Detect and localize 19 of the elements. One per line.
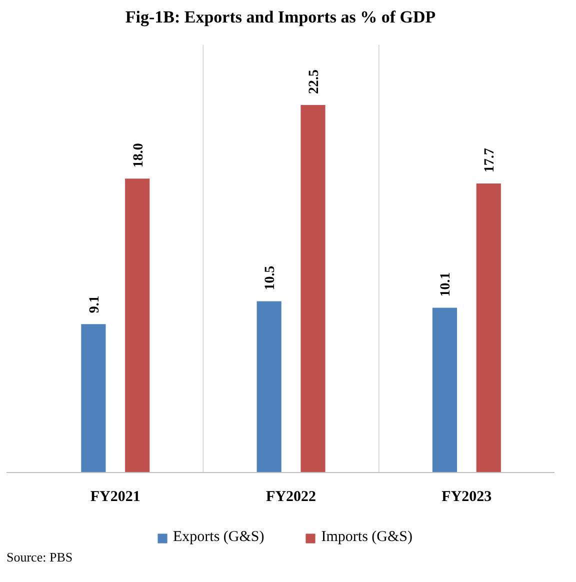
bar <box>476 184 501 473</box>
legend-label: Imports (G&S) <box>321 529 412 546</box>
data-label: 10.5 <box>263 266 278 290</box>
data-label: 9.1 <box>87 296 102 314</box>
x-tick-label: FY2023 <box>442 488 492 505</box>
bar <box>125 178 150 473</box>
legend-label: Exports (G&S) <box>173 529 264 546</box>
bar <box>432 308 458 473</box>
x-tick-label: FY2021 <box>90 488 140 505</box>
bar <box>81 324 106 473</box>
chart-title: Fig-1B: Exports and Imports as % of GDP <box>125 8 436 26</box>
data-label: 10.1 <box>438 272 454 297</box>
x-tick-label: FY2022 <box>266 488 316 505</box>
source-note: Source: PBS <box>6 550 73 564</box>
data-label: 22.5 <box>306 70 322 94</box>
bar <box>256 301 282 473</box>
data-label: 18.0 <box>131 143 146 168</box>
bar <box>300 105 326 473</box>
data-label: 17.7 <box>482 148 498 172</box>
